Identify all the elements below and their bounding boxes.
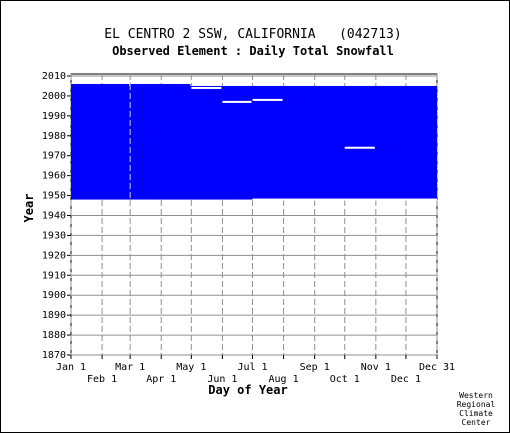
chart-subtitle: Observed Element : Daily Total Snowfall — [112, 44, 394, 58]
y-tick-labels: 1870 1880 1890 1900 1910 1920 1930 1940 1950 1960… — [42, 71, 66, 361]
y-tick-label: 1920 — [42, 250, 66, 261]
credit-line: Western — [459, 391, 493, 400]
x-tick-label: Feb 1 — [87, 374, 117, 385]
y-tick-label: 1940 — [42, 210, 66, 221]
y-tick-label: 1880 — [42, 330, 66, 341]
observed-block — [130, 83, 191, 86]
x-tick-label: Apr 1 — [146, 374, 176, 385]
y-tick-label: 1890 — [42, 310, 66, 321]
y-tick-label: 1870 — [42, 350, 66, 361]
observed-block — [71, 85, 437, 200]
missing-gap — [191, 86, 222, 89]
credit-line: Climate — [459, 409, 493, 418]
y-tick-label: 1990 — [42, 111, 66, 122]
y-tick-label: 2010 — [42, 71, 66, 82]
missing-gap — [344, 146, 375, 149]
x-tick-label: Nov 1 — [361, 362, 391, 373]
y-tick-label: 1910 — [42, 270, 66, 281]
x-tick-label: Aug 1 — [269, 374, 299, 385]
y-tick-label: 1900 — [42, 290, 66, 301]
missing-gap — [252, 198, 437, 201]
credit-block: Western Regional Climate Center — [457, 391, 496, 427]
observed-block — [71, 83, 130, 86]
missing-gap — [252, 98, 283, 101]
x-tick-label: Dec 31 — [419, 362, 455, 373]
x-tick-label: Oct 1 — [330, 374, 360, 385]
y-tick-label: 1970 — [42, 151, 66, 162]
y-tick-label: 1980 — [42, 131, 66, 142]
x-tick-labels: Jan 1 Mar 1 May 1 Jul 1 Sep 1 Nov 1 Dec 31 Feb … — [56, 355, 455, 385]
data-layer — [71, 83, 437, 201]
x-tick-label: Jan 1 — [56, 362, 86, 373]
credit-line: Center — [462, 418, 491, 427]
y-tick-label: 1950 — [42, 191, 66, 202]
chart-title: EL CENTRO 2 SSW, CALIFORNIA (042713) — [104, 27, 401, 42]
missing-gap — [222, 100, 252, 103]
y-tick-label: 1930 — [42, 230, 66, 241]
x-tick-label: Jun 1 — [207, 374, 237, 385]
x-tick-label: Sep 1 — [300, 362, 330, 373]
x-axis-label: Day of Year — [208, 383, 287, 397]
x-tick-label: Dec 1 — [391, 374, 421, 385]
credit-line: Regional — [457, 400, 496, 409]
y-tick-label: 1960 — [42, 171, 66, 182]
y-tick-label: 2000 — [42, 91, 66, 102]
x-tick-label: Mar 1 — [115, 362, 145, 373]
x-tick-label: May 1 — [176, 362, 206, 373]
y-axis-label: Year — [22, 194, 36, 223]
x-tick-label: Jul 1 — [237, 362, 267, 373]
